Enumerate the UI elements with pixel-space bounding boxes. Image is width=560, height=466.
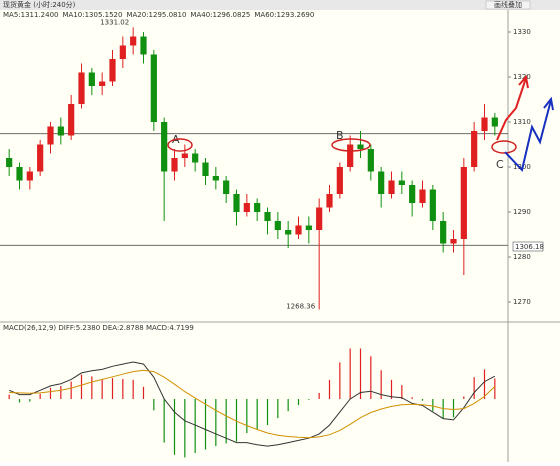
- ma-legend: MA20:1295.0810: [126, 11, 186, 19]
- low-label: 1268.36: [286, 302, 315, 310]
- candle-body: [88, 72, 95, 86]
- candle-body: [202, 162, 209, 176]
- candle-body: [295, 225, 302, 235]
- candle-body: [336, 167, 343, 194]
- macd-line: [9, 369, 496, 439]
- candle-body: [481, 117, 488, 131]
- marker-ellipse: [167, 138, 193, 152]
- candle-body: [161, 122, 168, 172]
- header-bar: [0, 0, 560, 10]
- candle-body: [388, 180, 395, 194]
- candle-body: [285, 230, 292, 235]
- candle-body: [440, 221, 447, 244]
- candle-body: [212, 176, 219, 181]
- header-title: 现货黄金 (小时:240分): [3, 0, 76, 9]
- candle-body: [223, 180, 230, 194]
- candle-body: [26, 171, 33, 181]
- ma-legend: MA10:1305.1520: [63, 11, 123, 19]
- high-label: 1331.02: [100, 18, 129, 26]
- ma-legend: MA40:1296.0825: [190, 11, 250, 19]
- y-tick-label: 1320: [513, 73, 531, 81]
- y-tick-label: 1270: [513, 298, 531, 306]
- y-tick-label: 1290: [513, 208, 531, 216]
- marker-ellipse: [491, 140, 517, 154]
- annotations: [167, 74, 554, 173]
- y-tick-label: 1330: [513, 28, 531, 36]
- candle-body: [140, 36, 147, 55]
- candle-body: [171, 158, 178, 172]
- candle-body: [119, 45, 126, 59]
- candle-body: [233, 194, 240, 212]
- macd-line: [9, 361, 496, 447]
- price-tag: 1306.18: [515, 243, 544, 251]
- candle-body: [471, 131, 478, 167]
- candle-body: [57, 126, 64, 136]
- candle-body: [6, 158, 13, 167]
- candle-body: [326, 194, 333, 208]
- candle-body: [460, 167, 467, 239]
- candle-body: [68, 104, 75, 136]
- candle-body: [47, 126, 54, 145]
- candle-body: [378, 171, 385, 194]
- candle-body: [264, 212, 271, 221]
- candle-body: [409, 185, 416, 203]
- marker-letter: C: [496, 158, 504, 171]
- candle-body: [243, 203, 250, 212]
- overlay-button[interactable]: [485, 0, 531, 10]
- candle-body: [429, 189, 436, 221]
- candle-body: [99, 81, 106, 86]
- overlay-button-label[interactable]: 画线叠加: [494, 0, 522, 9]
- marker-letter: B: [336, 129, 344, 142]
- candle-body: [419, 189, 426, 203]
- ma-legend: MA60:1293.2690: [254, 11, 314, 19]
- blue-projection: [504, 99, 552, 173]
- ma-legend: MA5:1311.2400: [3, 11, 59, 19]
- candle-body: [347, 144, 354, 167]
- candle-body: [316, 207, 323, 230]
- candle-body: [254, 203, 261, 212]
- candle-body: [398, 180, 405, 185]
- candle-body: [192, 153, 199, 163]
- marker-ellipse: [331, 138, 371, 152]
- candle-body: [274, 221, 281, 230]
- candle-body: [491, 117, 498, 127]
- blue-arrowhead: [543, 96, 554, 111]
- candle-body: [181, 153, 188, 158]
- candle-body: [357, 144, 364, 149]
- candle-body: [150, 54, 157, 122]
- candle-body: [37, 144, 44, 172]
- candle-body: [305, 225, 312, 230]
- red-projection: [496, 77, 527, 141]
- candle-body: [16, 167, 23, 181]
- candle-body: [450, 239, 457, 244]
- candle-body: [130, 36, 137, 46]
- price-tag-box: [512, 241, 544, 252]
- candle-body: [109, 59, 116, 82]
- candle-body: [78, 72, 85, 104]
- macd-title: MACD(26,12,9) DIFF:5.2380 DEA:2.8788 MAC…: [3, 324, 194, 332]
- candle-body: [367, 149, 374, 172]
- macd-panel: MACD(26,12,9) DIFF:5.2380 DEA:2.8788 MAC…: [3, 324, 496, 458]
- red-arrowhead: [518, 74, 529, 89]
- y-tick-label: 1310: [513, 118, 531, 126]
- y-tick-label: 1280: [513, 253, 531, 261]
